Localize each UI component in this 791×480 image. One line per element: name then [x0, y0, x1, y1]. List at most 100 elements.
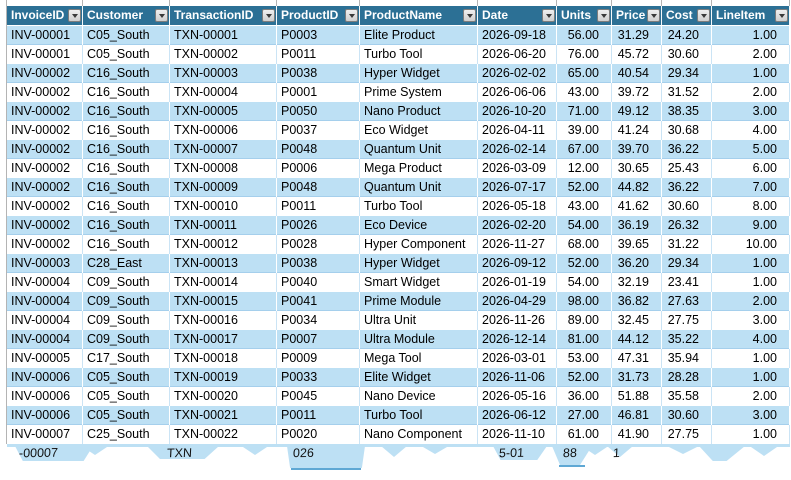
cell[interactable]: 41.62: [612, 197, 662, 216]
cell[interactable]: 1.00: [712, 368, 790, 387]
cell[interactable]: 31.73: [612, 368, 662, 387]
filter-button[interactable]: [463, 9, 476, 22]
cell[interactable]: Hyper Component: [360, 235, 478, 254]
cell[interactable]: Quantum Unit: [360, 178, 478, 197]
cell[interactable]: INV-00006: [7, 368, 83, 387]
cell[interactable]: P0007: [277, 330, 360, 349]
cell[interactable]: C05_South: [83, 406, 170, 425]
cell[interactable]: 41.90: [612, 425, 662, 444]
cell[interactable]: Nano Product: [360, 102, 478, 121]
cell[interactable]: 1.00: [712, 64, 790, 83]
cell[interactable]: 31.22: [662, 235, 712, 254]
cell[interactable]: Elite Widget: [360, 368, 478, 387]
cell[interactable]: 27.63: [662, 292, 712, 311]
cell[interactable]: P0037: [277, 121, 360, 140]
cell[interactable]: TXN-00005: [170, 102, 277, 121]
cell[interactable]: 29.34: [662, 64, 712, 83]
cell[interactable]: 45.72: [612, 45, 662, 64]
cell[interactable]: C05_South: [83, 368, 170, 387]
cell[interactable]: Ultra Unit: [360, 311, 478, 330]
column-header-productid[interactable]: ProductID: [277, 6, 360, 25]
cell[interactable]: 1.00: [712, 254, 790, 273]
cell[interactable]: INV-00002: [7, 197, 83, 216]
cell[interactable]: INV-00004: [7, 311, 83, 330]
cell[interactable]: 27.75: [662, 311, 712, 330]
cell[interactable]: Nano Device: [360, 387, 478, 406]
filter-button[interactable]: [542, 9, 555, 22]
cell[interactable]: TXN-00009: [170, 178, 277, 197]
cell[interactable]: 2026-03-01: [478, 349, 557, 368]
cell[interactable]: TXN-00016: [170, 311, 277, 330]
cell[interactable]: P0048: [277, 178, 360, 197]
cell[interactable]: 30.60: [662, 45, 712, 64]
cell[interactable]: TXN-00011: [170, 216, 277, 235]
cell[interactable]: P0026: [277, 216, 360, 235]
cell[interactable]: 2026-06-12: [478, 406, 557, 425]
cell[interactable]: C09_South: [83, 330, 170, 349]
cell[interactable]: 46.81: [612, 406, 662, 425]
cell[interactable]: 7.00: [712, 178, 790, 197]
cell[interactable]: Nano Component: [360, 425, 478, 444]
cell[interactable]: INV-00004: [7, 330, 83, 349]
cell[interactable]: TXN-00021: [170, 406, 277, 425]
cell[interactable]: TXN-00017: [170, 330, 277, 349]
cell[interactable]: INV-00007: [7, 425, 83, 444]
cell[interactable]: 40.54: [612, 64, 662, 83]
cell[interactable]: Prime Module: [360, 292, 478, 311]
cell[interactable]: 43.00: [557, 83, 612, 102]
cell[interactable]: 38.35: [662, 102, 712, 121]
cell[interactable]: 35.22: [662, 330, 712, 349]
cell[interactable]: Prime System: [360, 83, 478, 102]
cell[interactable]: 30.65: [612, 159, 662, 178]
filter-button[interactable]: [597, 9, 610, 22]
cell[interactable]: TXN-00012: [170, 235, 277, 254]
cell[interactable]: P0009: [277, 349, 360, 368]
cell[interactable]: C25_South: [83, 425, 170, 444]
cell[interactable]: Turbo Tool: [360, 45, 478, 64]
cell[interactable]: 52.00: [557, 254, 612, 273]
cell[interactable]: 2026-05-16: [478, 387, 557, 406]
cell[interactable]: Smart Widget: [360, 273, 478, 292]
cell[interactable]: 10.00: [712, 235, 790, 254]
cell[interactable]: 2026-03-09: [478, 159, 557, 178]
filter-button[interactable]: [155, 9, 168, 22]
cell[interactable]: 44.12: [612, 330, 662, 349]
cell[interactable]: 2026-09-12: [478, 254, 557, 273]
cell[interactable]: TXN-00008: [170, 159, 277, 178]
cell[interactable]: 2026-06-20: [478, 45, 557, 64]
cell[interactable]: 25.43: [662, 159, 712, 178]
cell[interactable]: 2026-02-14: [478, 140, 557, 159]
cell[interactable]: TXN-00007: [170, 140, 277, 159]
cell[interactable]: 2026-11-10: [478, 425, 557, 444]
cell[interactable]: 29.34: [662, 254, 712, 273]
cell[interactable]: 39.00: [557, 121, 612, 140]
cell[interactable]: 2026-11-06: [478, 368, 557, 387]
column-header-customer[interactable]: Customer: [83, 6, 170, 25]
cell[interactable]: 35.58: [662, 387, 712, 406]
cell[interactable]: 44.82: [612, 178, 662, 197]
cell[interactable]: C05_South: [83, 26, 170, 45]
cell[interactable]: C17_South: [83, 349, 170, 368]
cell[interactable]: 12.00: [557, 159, 612, 178]
cell[interactable]: C16_South: [83, 235, 170, 254]
cell[interactable]: Eco Widget: [360, 121, 478, 140]
filter-button[interactable]: [345, 9, 358, 22]
cell[interactable]: 39.72: [612, 83, 662, 102]
cell[interactable]: P0001: [277, 83, 360, 102]
cell[interactable]: 98.00: [557, 292, 612, 311]
cell[interactable]: 49.12: [612, 102, 662, 121]
cell[interactable]: 1.00: [712, 273, 790, 292]
cell[interactable]: 68.00: [557, 235, 612, 254]
cell[interactable]: 52.00: [557, 368, 612, 387]
cell[interactable]: 2026-11-27: [478, 235, 557, 254]
cell[interactable]: INV-00002: [7, 159, 83, 178]
column-header-units[interactable]: Units: [557, 6, 612, 25]
filter-button[interactable]: [647, 9, 660, 22]
filter-button[interactable]: [697, 9, 710, 22]
cell[interactable]: P0038: [277, 254, 360, 273]
cell[interactable]: 31.52: [662, 83, 712, 102]
cell[interactable]: 36.19: [612, 216, 662, 235]
cell[interactable]: 1.00: [712, 349, 790, 368]
cell[interactable]: INV-00003: [7, 254, 83, 273]
cell[interactable]: 5.00: [712, 140, 790, 159]
